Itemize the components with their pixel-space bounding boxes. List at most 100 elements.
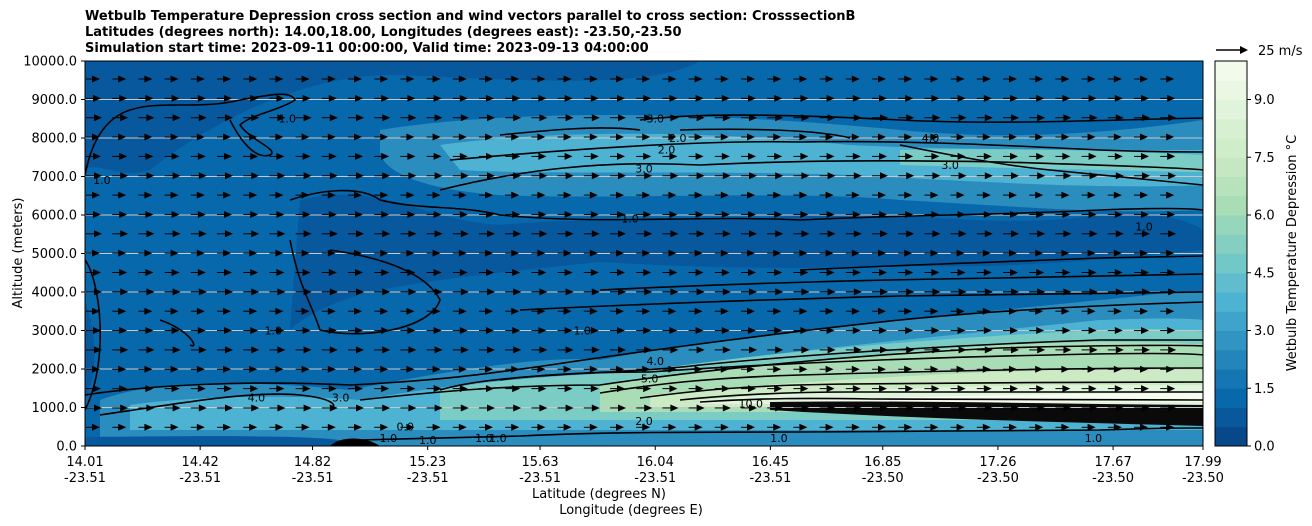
wind-vector-head	[931, 327, 940, 335]
wind-vector-head	[775, 230, 784, 238]
wind-vector-head	[879, 269, 887, 276]
wind-vector-head	[799, 307, 808, 315]
wind-vector-head	[801, 230, 810, 238]
wind-vector-head	[904, 133, 913, 141]
wind-vector-head	[589, 307, 598, 315]
wind-vector-head	[695, 210, 704, 218]
wind-vector-head	[958, 172, 967, 180]
wind-vector-head	[906, 404, 915, 412]
wind-vector-head	[644, 172, 653, 180]
x-tick-label-lon: -23.50	[1182, 471, 1224, 486]
wind-vector-head	[642, 423, 651, 431]
wind-vector-head	[800, 269, 809, 276]
wind-vector-head	[670, 114, 679, 122]
wind-vector-head	[616, 191, 624, 199]
contour-label: 1.0	[489, 432, 507, 445]
wind-vector-head	[1167, 94, 1176, 102]
wind-vector-head	[327, 133, 336, 141]
wind-vector-head	[487, 172, 495, 180]
wind-vector-head	[1168, 230, 1177, 238]
wind-vector-head	[591, 288, 600, 296]
wind-vector-head	[1141, 269, 1149, 276]
wind-vector-head	[511, 365, 520, 373]
wind-vector-head	[170, 365, 179, 373]
wind-vector-head	[1141, 385, 1149, 393]
wind-vector-head	[669, 327, 678, 335]
wind-vector-head	[460, 404, 469, 412]
wind-vector-head	[1062, 152, 1071, 160]
wind-vector-head	[94, 346, 102, 354]
colorbar: 0.0 1.5 3.0 4.5 6.0 7.5 9.0	[1214, 60, 1275, 455]
wind-vector-head	[852, 94, 861, 102]
wind-vector-head	[931, 152, 940, 160]
wind-vector-head	[801, 404, 810, 412]
wind-vector-head	[1168, 404, 1177, 412]
wind-vector-head	[223, 75, 231, 83]
wind-vector-head	[171, 210, 180, 218]
wind-vector-head	[565, 346, 574, 354]
wind-vector-head	[380, 191, 389, 199]
wind-vector-head	[120, 230, 129, 238]
wind-vector-head	[1009, 423, 1017, 431]
wind-vector-head	[196, 133, 205, 141]
x-tick-label-lon: -23.51	[64, 471, 106, 486]
wind-vector-head	[539, 288, 548, 296]
wind-vector-head	[485, 191, 493, 199]
wind-vector-head	[720, 423, 729, 431]
wind-vector-head	[1167, 385, 1176, 393]
wind-vector-head	[538, 327, 547, 335]
wind-vector-head	[276, 210, 285, 218]
colorbar-tick-label: 9.0	[1254, 93, 1275, 108]
wind-vector-head	[1062, 210, 1071, 218]
wind-vector-head	[618, 288, 626, 296]
wind-vector-head	[303, 114, 312, 122]
colorbar-segment	[1215, 138, 1247, 158]
wind-vector-head	[958, 288, 967, 296]
wind-vector-head	[1089, 288, 1098, 296]
wind-vector-head	[301, 191, 310, 199]
wind-vector-head	[249, 191, 258, 199]
wind-vector-head	[511, 307, 520, 315]
x-axis-label-latitude: Latitude (degrees N)	[532, 487, 666, 502]
wind-vector-head	[1011, 114, 1019, 122]
wind-vector-head	[591, 404, 600, 412]
colorbar-tick-label: 0.0	[1254, 440, 1275, 455]
wind-vector-head	[301, 365, 310, 373]
wind-vector-head	[1113, 307, 1122, 315]
wind-vector-head	[380, 249, 389, 257]
wind-vector-head	[1061, 75, 1070, 83]
wind-vector-head	[1089, 114, 1098, 122]
wind-vector-head	[356, 230, 364, 238]
wind-vector-head	[642, 249, 651, 257]
wind-vector-head	[853, 114, 862, 122]
wind-vector-head	[565, 288, 574, 296]
wind-vector-head	[251, 172, 260, 180]
wind-vector-head	[172, 114, 181, 122]
wind-vector-head	[406, 423, 415, 431]
wind-vector-head	[406, 133, 415, 141]
wind-vector-head	[1062, 94, 1071, 102]
colorbar-label: Wetbulb Temperature Depression °C	[1285, 135, 1300, 372]
wind-vector-head	[827, 230, 836, 238]
wind-vector-head	[853, 288, 862, 296]
wind-vector-head	[119, 94, 128, 102]
wind-vector-head	[1009, 307, 1017, 315]
wind-vector-head	[801, 346, 810, 354]
wind-vector-head	[1166, 423, 1175, 431]
wind-vector-head	[1166, 191, 1175, 199]
wind-vector-head	[354, 191, 362, 199]
wind-vector-head	[696, 230, 705, 238]
wind-vector-head	[1036, 327, 1045, 335]
wind-vector-head	[1113, 133, 1122, 141]
wind-vector-head	[196, 423, 205, 431]
wind-vector-head	[563, 75, 572, 83]
wind-vector-head	[563, 133, 572, 141]
wind-vector-head	[984, 346, 993, 354]
wind-vector-head	[694, 249, 703, 257]
wind-vector-head	[1166, 133, 1175, 141]
wind-vector-head	[512, 152, 521, 160]
wind-vector-head	[1037, 404, 1046, 412]
x-tick-label-lat: 16.45	[752, 455, 789, 470]
x-axis: 14.01-23.5114.42-23.5114.82-23.5115.23-2…	[64, 446, 1224, 486]
wind-vector-head	[643, 94, 652, 102]
